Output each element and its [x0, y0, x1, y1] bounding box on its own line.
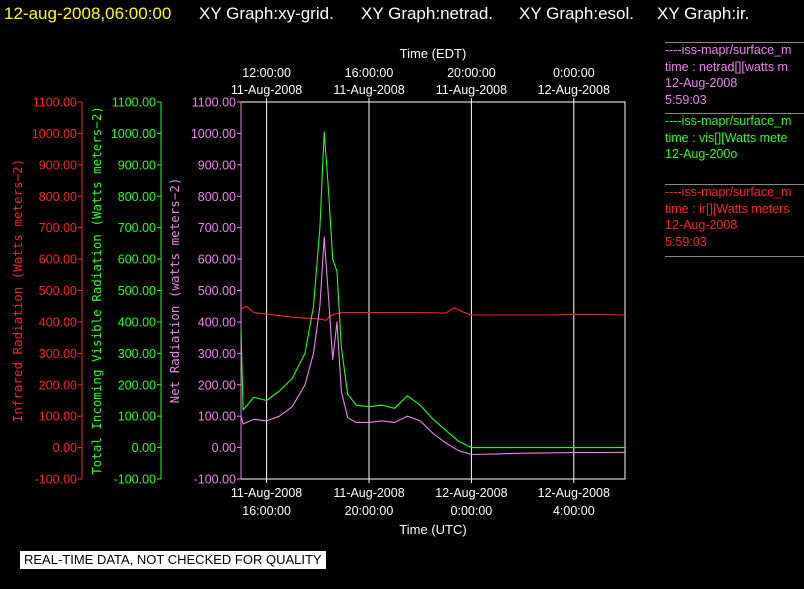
legend-line: 12-Aug-200o [665, 147, 738, 161]
y-tick-label: 600.00 [39, 253, 77, 267]
legend-line: ----iss-mapr/surface_m [665, 114, 792, 128]
y-tick-label: 500.00 [118, 284, 156, 298]
y-tick-label: 1000.00 [191, 127, 236, 141]
legend-divider [665, 256, 804, 257]
title-xy-grid: XY Graph:xy-grid. [199, 4, 334, 23]
legend-line: ----iss-mapr/surface_m [665, 185, 792, 199]
x-bottom-tick-label: 16:00:00 [242, 504, 291, 518]
x-bottom-tick-label: 20:00:00 [345, 504, 394, 518]
y-tick-label: 700.00 [39, 221, 77, 235]
timestamp: 12-aug-2008,06:00:00 [4, 4, 172, 23]
y-tick-label: 100.00 [39, 410, 77, 424]
y-tick-label: 0.00 [132, 441, 156, 455]
legend-divider [665, 42, 804, 43]
y-tick-label: 400.00 [118, 315, 156, 329]
legend-line: 12-Aug-2008 [665, 76, 738, 90]
series-line-net [240, 236, 626, 456]
y-tick-label: -100.00 [35, 473, 77, 487]
x-top-tick-label: 11-Aug-2008 [333, 83, 404, 97]
y-tick-label: 1000.00 [32, 127, 77, 141]
y-tick-label: 1100.00 [112, 96, 156, 110]
legend-line: time : netrad[][watts m [665, 59, 788, 74]
x-top-tick-label: 16:00:00 [345, 66, 394, 80]
x-bottom-tick-label: 4:00:00 [553, 504, 595, 518]
y-tick-label: 300.00 [39, 347, 77, 361]
y-tick-label: 0.00 [212, 441, 236, 455]
y-tick-label: 900.00 [198, 158, 236, 172]
quality-disclaimer: REAL-TIME DATA, NOT CHECKED FOR QUALITY [20, 551, 326, 569]
x-bottom-tick-label: 12-Aug-2008 [538, 486, 610, 500]
legend-line: 5:59:03 [665, 92, 707, 107]
y-tick-label: 700.00 [118, 221, 156, 235]
plot-frame [240, 101, 626, 480]
y-tick-label: 1100.00 [33, 96, 77, 110]
y-tick-label: 0.00 [53, 441, 77, 455]
y-tick-label: 100.00 [198, 410, 236, 424]
legend-line: time : ir[][Watts meters [665, 201, 790, 216]
y-tick-label: 900.00 [118, 158, 156, 172]
y-tick-label: 900.00 [39, 158, 77, 172]
y-axis-label: Total Incoming Visible Radiation (Watts … [89, 106, 104, 475]
y-tick-label: 500.00 [198, 284, 236, 298]
y-tick-label: 600.00 [198, 253, 236, 267]
x-top-tick-label: 12-Aug-2008 [538, 83, 610, 97]
legend-line: ----iss-mapr/surface_m [665, 43, 792, 57]
x-bottom-tick-label: 11-Aug-2008 [231, 486, 302, 500]
x-bottom-tick-label: 12-Aug-2008 [435, 486, 507, 500]
legend-entry-ir: ----iss-mapr/surface_m time : ir[][Watts… [665, 184, 804, 250]
legend-divider [665, 184, 804, 185]
y-tick-label: 600.00 [118, 253, 156, 267]
y-axis-label: Net Radiation (watts meters−2) [167, 178, 182, 404]
y-tick-label: 200.00 [198, 378, 236, 392]
xy-graph-plot: 11-Aug-200816:00:0012:00:0011-Aug-200811… [10, 46, 626, 537]
x-top-tick-label: 11-Aug-2008 [231, 83, 302, 97]
y-tick-label: 100.00 [118, 410, 156, 424]
y-tick-label: -100.00 [114, 473, 156, 487]
x-top-tick-label: 11-Aug-2008 [436, 83, 507, 97]
x-top-axis-label: Time (EDT) [400, 46, 467, 61]
x-top-tick-label: 0:00:00 [553, 66, 595, 80]
y-tick-label: -100.00 [194, 473, 236, 487]
y-tick-label: 800.00 [39, 190, 77, 204]
legend-divider [665, 113, 804, 114]
legend-entry-netrad: ----iss-mapr/surface_m time : netrad[][w… [665, 42, 804, 108]
legend-line: 12-Aug-2008 [665, 218, 738, 232]
y-axis-label: Infrared Radiation (Watts meters−2) [10, 159, 25, 422]
title-ir: XY Graph:ir. [657, 4, 750, 23]
y-tick-label: 700.00 [198, 221, 236, 235]
legend-line: 5:59:03 [665, 234, 707, 249]
x-bottom-axis-label: Time (UTC) [399, 522, 466, 537]
x-bottom-tick-label: 0:00:00 [451, 504, 493, 518]
y-tick-label: 300.00 [198, 347, 236, 361]
y-tick-label: 400.00 [39, 315, 77, 329]
y-tick-label: 500.00 [39, 284, 77, 298]
y-tick-label: 200.00 [39, 378, 77, 392]
x-top-tick-label: 20:00:00 [447, 66, 496, 80]
title-netrad: XY Graph:netrad. [361, 4, 493, 23]
legend-entry-vis: ----iss-mapr/surface_m time : vis[][Watt… [665, 113, 804, 163]
y-tick-label: 400.00 [198, 315, 236, 329]
title-esol: XY Graph:esol. [519, 4, 634, 23]
legend-line: time : vis[][Watts mete [665, 130, 788, 145]
y-tick-label: 1100.00 [192, 96, 236, 110]
y-tick-label: 300.00 [118, 347, 156, 361]
series-line-ir [240, 305, 626, 321]
series-line-vis [240, 131, 625, 449]
y-tick-label: 800.00 [118, 190, 156, 204]
y-tick-label: 800.00 [198, 190, 236, 204]
y-tick-label: 1000.00 [111, 127, 156, 141]
x-bottom-tick-label: 11-Aug-2008 [333, 486, 404, 500]
y-tick-label: 200.00 [118, 378, 156, 392]
x-top-tick-label: 12:00:00 [242, 66, 291, 80]
